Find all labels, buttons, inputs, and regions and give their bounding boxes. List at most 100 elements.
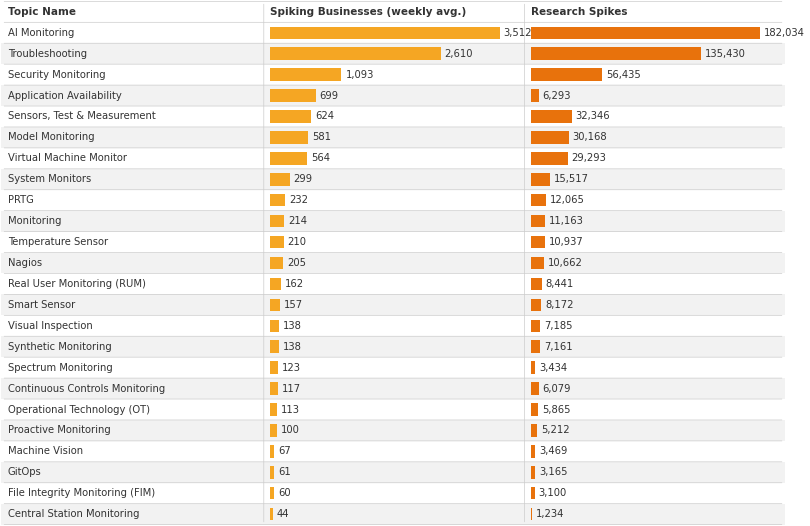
Bar bbox=[2, 106, 785, 127]
Bar bbox=[531, 152, 568, 165]
Bar bbox=[531, 257, 544, 269]
Bar bbox=[2, 148, 785, 169]
Bar bbox=[531, 361, 535, 374]
Text: Nagios: Nagios bbox=[7, 258, 42, 268]
Text: Sensors, Test & Measurement: Sensors, Test & Measurement bbox=[7, 112, 156, 122]
Bar bbox=[2, 420, 785, 441]
Bar bbox=[2, 462, 785, 483]
Text: 564: 564 bbox=[311, 154, 330, 164]
Text: 8,172: 8,172 bbox=[545, 300, 573, 310]
Text: 3,100: 3,100 bbox=[539, 488, 567, 498]
Text: Research Spikes: Research Spikes bbox=[531, 7, 628, 17]
Text: 2,610: 2,610 bbox=[445, 49, 473, 59]
Text: 581: 581 bbox=[312, 133, 331, 143]
Text: 3,165: 3,165 bbox=[539, 467, 567, 477]
Text: 210: 210 bbox=[288, 237, 307, 247]
Text: 1,093: 1,093 bbox=[345, 69, 373, 79]
Bar bbox=[531, 89, 539, 102]
Text: 29,293: 29,293 bbox=[572, 154, 607, 164]
Text: Operational Technology (OT): Operational Technology (OT) bbox=[7, 404, 150, 414]
Bar bbox=[270, 68, 342, 81]
Text: 67: 67 bbox=[279, 447, 291, 457]
Text: File Integrity Monitoring (FIM): File Integrity Monitoring (FIM) bbox=[7, 488, 155, 498]
Bar bbox=[2, 190, 785, 211]
Text: 624: 624 bbox=[315, 112, 334, 122]
Text: Central Station Monitoring: Central Station Monitoring bbox=[7, 509, 139, 519]
Text: Temperature Sensor: Temperature Sensor bbox=[7, 237, 108, 247]
Bar bbox=[2, 64, 785, 85]
Bar bbox=[2, 441, 785, 462]
Bar bbox=[531, 173, 550, 186]
Text: Security Monitoring: Security Monitoring bbox=[7, 69, 105, 79]
Bar bbox=[531, 68, 602, 81]
Text: 7,185: 7,185 bbox=[544, 321, 573, 331]
Text: 214: 214 bbox=[288, 216, 307, 226]
Text: 56,435: 56,435 bbox=[606, 69, 641, 79]
Bar bbox=[531, 131, 569, 144]
Bar bbox=[270, 466, 274, 479]
Bar bbox=[2, 336, 785, 357]
Bar bbox=[531, 215, 545, 227]
Text: 3,512: 3,512 bbox=[504, 28, 532, 38]
Bar bbox=[531, 194, 546, 207]
Text: 232: 232 bbox=[289, 195, 308, 205]
Text: Troubleshooting: Troubleshooting bbox=[7, 49, 87, 59]
Bar bbox=[531, 319, 540, 332]
Text: 3,434: 3,434 bbox=[539, 362, 567, 372]
Bar bbox=[531, 382, 539, 395]
Bar bbox=[270, 173, 290, 186]
Bar bbox=[531, 424, 538, 437]
Text: Visual Inspection: Visual Inspection bbox=[7, 321, 92, 331]
Bar bbox=[531, 508, 532, 520]
Bar bbox=[2, 295, 785, 315]
Text: 113: 113 bbox=[281, 404, 301, 414]
Bar bbox=[531, 403, 539, 416]
Bar bbox=[531, 445, 535, 458]
Bar bbox=[531, 299, 541, 311]
Text: 699: 699 bbox=[320, 90, 339, 100]
Bar bbox=[270, 340, 279, 353]
Text: 162: 162 bbox=[284, 279, 304, 289]
Text: 117: 117 bbox=[282, 383, 301, 393]
Bar bbox=[2, 211, 785, 231]
Bar bbox=[270, 257, 284, 269]
Text: Spectrum Monitoring: Spectrum Monitoring bbox=[7, 362, 113, 372]
Bar bbox=[270, 236, 284, 248]
Text: Smart Sensor: Smart Sensor bbox=[7, 300, 75, 310]
Bar bbox=[2, 315, 785, 336]
Bar bbox=[531, 340, 540, 353]
Text: System Monitors: System Monitors bbox=[7, 174, 91, 184]
Bar bbox=[270, 26, 500, 39]
Bar bbox=[2, 399, 785, 420]
Bar bbox=[270, 319, 279, 332]
Text: 6,293: 6,293 bbox=[543, 90, 571, 100]
Text: Virtual Machine Monitor: Virtual Machine Monitor bbox=[7, 154, 126, 164]
Bar bbox=[270, 508, 273, 520]
Bar bbox=[2, 43, 785, 64]
Text: 5,865: 5,865 bbox=[542, 404, 571, 414]
Bar bbox=[270, 403, 278, 416]
Text: PRTG: PRTG bbox=[7, 195, 33, 205]
Bar bbox=[270, 89, 316, 102]
Bar bbox=[270, 131, 308, 144]
Text: Continuous Controls Monitoring: Continuous Controls Monitoring bbox=[7, 383, 165, 393]
Text: 157: 157 bbox=[284, 300, 304, 310]
Bar bbox=[270, 110, 311, 123]
Bar bbox=[270, 299, 280, 311]
Text: 1,234: 1,234 bbox=[536, 509, 565, 519]
Text: Topic Name: Topic Name bbox=[7, 7, 75, 17]
Text: Real User Monitoring (RUM): Real User Monitoring (RUM) bbox=[7, 279, 146, 289]
Bar bbox=[531, 236, 544, 248]
Text: 10,662: 10,662 bbox=[548, 258, 583, 268]
Bar bbox=[2, 274, 785, 295]
Text: 123: 123 bbox=[282, 362, 301, 372]
Bar bbox=[531, 487, 535, 500]
Bar bbox=[2, 357, 785, 378]
Text: 100: 100 bbox=[280, 426, 300, 436]
Bar bbox=[270, 424, 276, 437]
Text: 30,168: 30,168 bbox=[573, 133, 608, 143]
Bar bbox=[531, 466, 535, 479]
Bar bbox=[2, 22, 785, 43]
Text: 10,937: 10,937 bbox=[548, 237, 583, 247]
Text: Proactive Monitoring: Proactive Monitoring bbox=[7, 426, 110, 436]
